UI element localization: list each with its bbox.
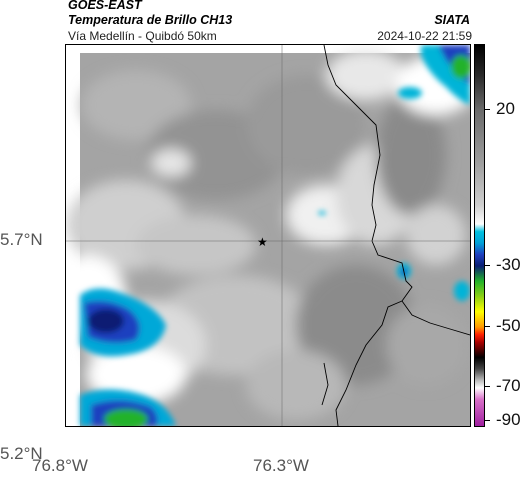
colorbar (474, 44, 485, 427)
brightness-temperature-image: ★ (66, 45, 470, 426)
colorbar-tick (485, 326, 490, 327)
river-line (335, 300, 403, 426)
colorbar-label: -30 (496, 255, 521, 274)
y-tick-label: 5.2°N (0, 444, 43, 463)
x-tick-label: 76.3°W (253, 456, 309, 475)
x-tick-label: 76.8°W (32, 456, 88, 475)
star-icon: ★ (257, 235, 268, 249)
colorbar-label: 20 (496, 99, 515, 118)
convective-cores (80, 45, 470, 426)
colorbar-label: -70 (496, 376, 521, 395)
satellite-map: ★ (65, 44, 471, 427)
product-title: Temperatura de Brillo CH13 (68, 13, 233, 27)
colorbar-label: -90 (496, 410, 521, 429)
colorbar-tick (485, 109, 490, 110)
minor-line (321, 362, 329, 406)
satellite-title: GOES-EAST (68, 0, 142, 12)
colorbar-tick (485, 386, 490, 387)
datetime-label: 2024-10-22 21:59 (377, 29, 472, 43)
y-tick-label: 5.7°N (0, 230, 43, 249)
region-subtitle: Vía Medellín - Quibdó 50km (68, 29, 217, 43)
colorbar-tick (485, 420, 490, 421)
agency-label: SIATA (434, 13, 470, 27)
colorbar-tick (485, 265, 490, 266)
colorbar-label: -50 (496, 316, 521, 335)
